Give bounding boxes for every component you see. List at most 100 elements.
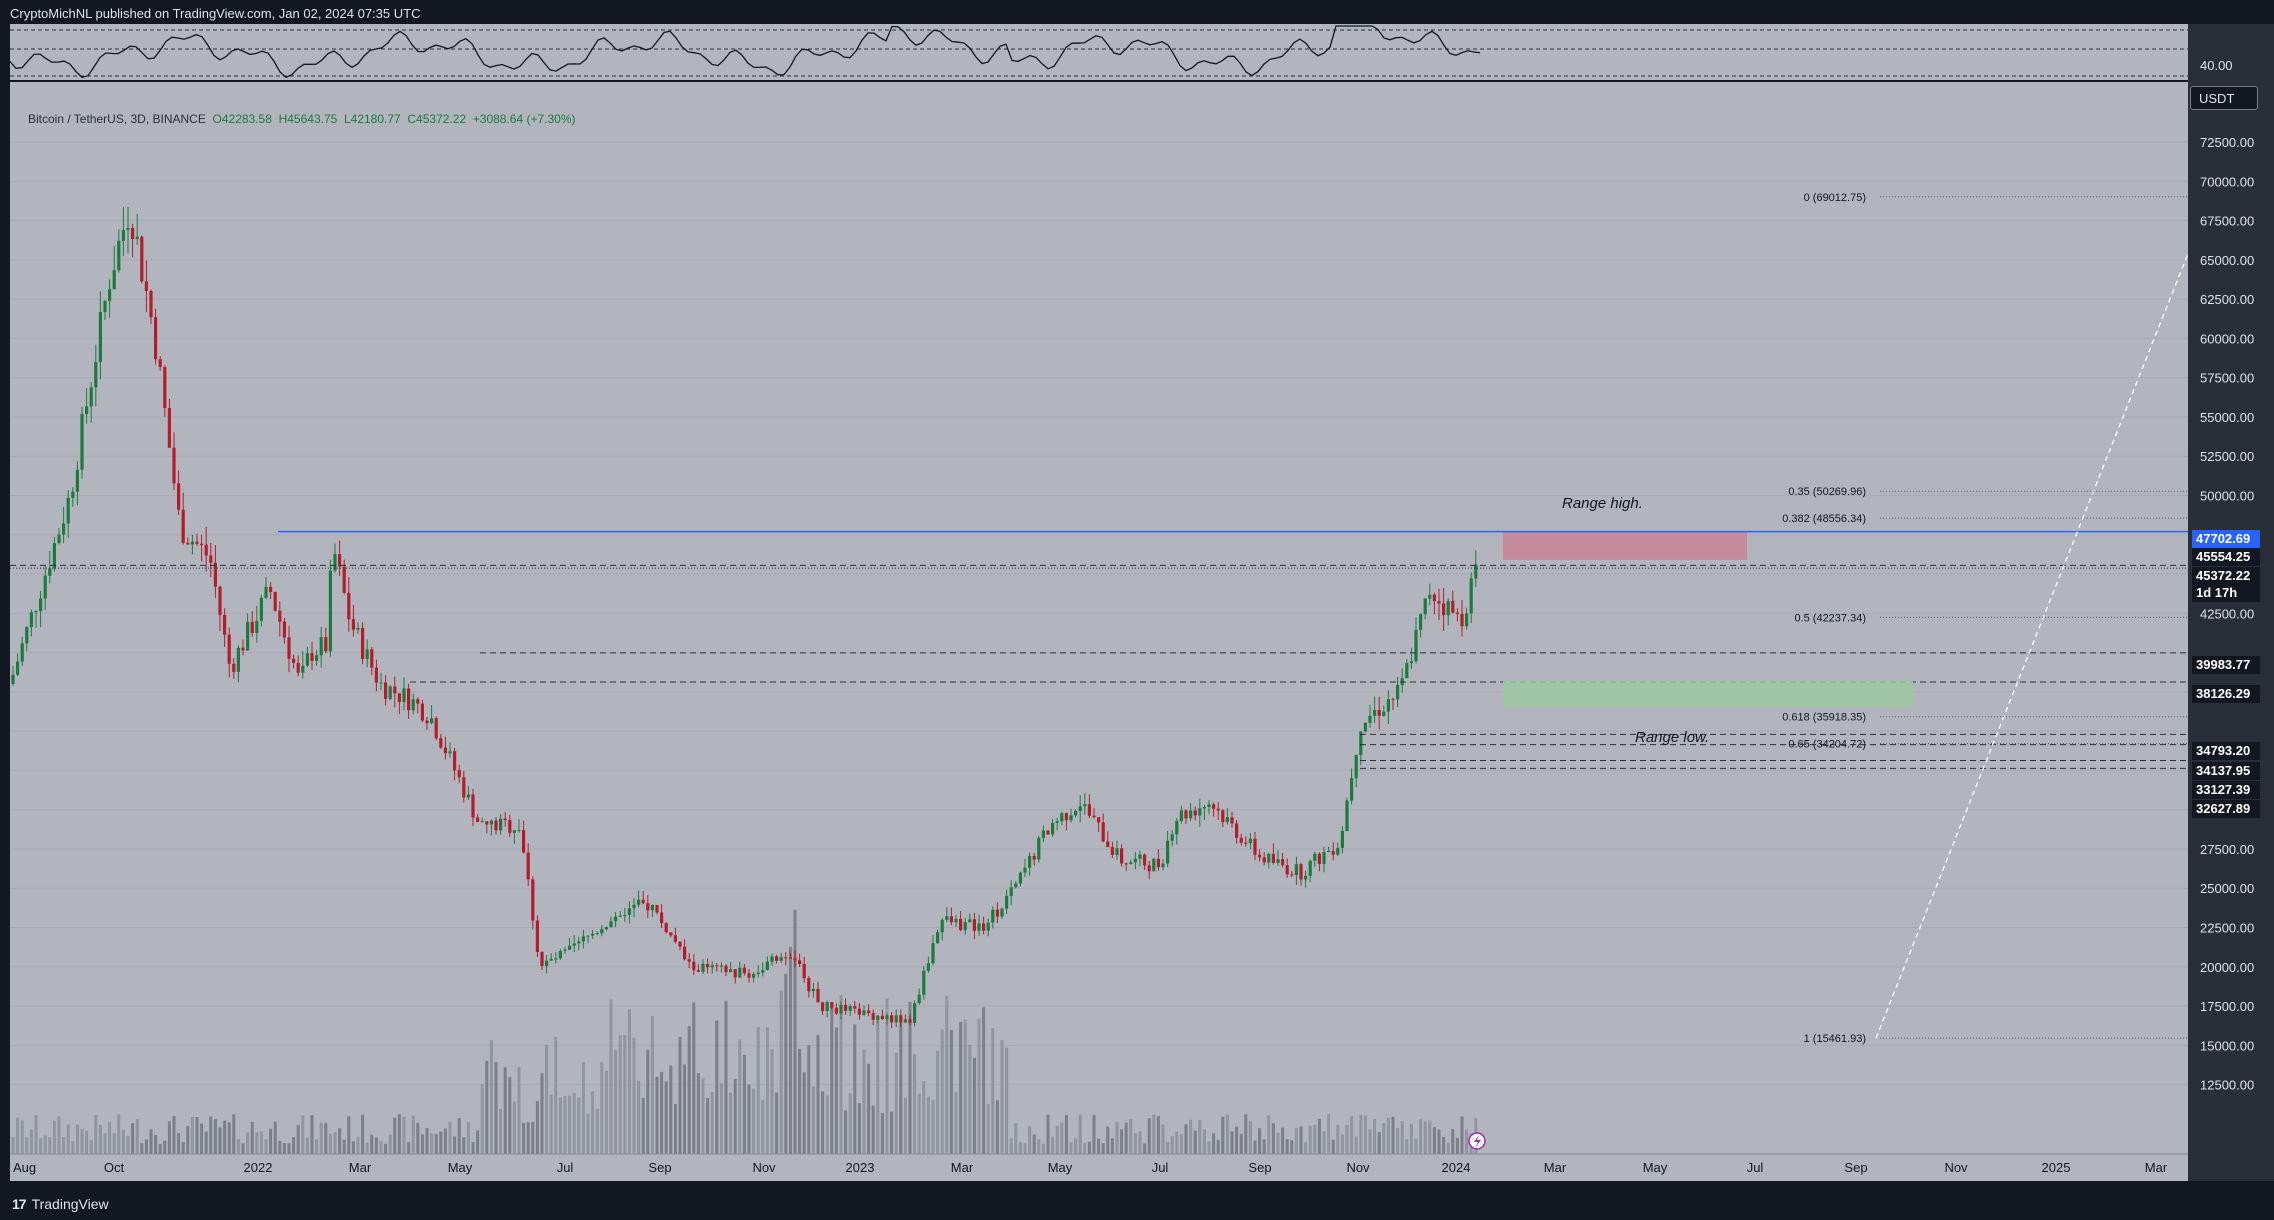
candle-body (540, 952, 544, 967)
range-low-label: Range low. (1635, 729, 1709, 746)
volume-bar (420, 1134, 424, 1154)
candle-body (1239, 837, 1243, 843)
volume-bar (669, 1065, 673, 1154)
fibonacci-retracement[interactable]: 0 (69012.75) 0.35 (50269.96) 0.382 (48556.… (1782, 192, 2188, 1045)
range-low-zone[interactable] (1503, 680, 1913, 708)
volume-bar (756, 1026, 760, 1154)
change-value: +3088.64 (+7.30%) (472, 112, 576, 126)
candle-body (1285, 865, 1289, 875)
candle-body (292, 658, 296, 663)
dashed-trendline[interactable] (1875, 253, 2188, 1039)
volume-bar (108, 1121, 112, 1154)
candle-body (370, 649, 374, 668)
volume-bar (508, 1077, 512, 1154)
candle-body (462, 777, 466, 798)
volume-bar (1023, 1143, 1027, 1154)
volume-bar (1419, 1119, 1423, 1154)
price-label: 45372.22 (2192, 567, 2260, 585)
candle-body (1331, 850, 1335, 855)
candle-body (733, 969, 737, 978)
candle-body (1230, 817, 1234, 824)
candle-body (1225, 817, 1229, 823)
tradingview-logo[interactable]: 17 TradingView (12, 1196, 109, 1212)
volume-bar (154, 1135, 158, 1154)
candle-body (968, 919, 972, 923)
volume-bar (379, 1141, 383, 1154)
candle-body (1184, 810, 1188, 819)
candle-body (1313, 853, 1317, 861)
candle-body (489, 820, 493, 825)
volume-bar (1225, 1114, 1229, 1154)
volume-bar (269, 1128, 273, 1154)
price-tick-label: 52500.00 (2200, 449, 2254, 464)
volume-bar (1354, 1136, 1358, 1154)
volume-bar (954, 1092, 958, 1154)
candle-body (1271, 853, 1275, 863)
candle-body (1028, 855, 1032, 868)
currency-selector[interactable]: USDT (2190, 86, 2258, 110)
price-chart-canvas[interactable]: 0 (69012.75) 0.35 (50269.96) 0.382 (48556.… (10, 24, 2188, 1181)
lightning-icon[interactable] (1468, 1132, 1486, 1150)
volume-bar (439, 1131, 443, 1154)
volume-bar (1285, 1139, 1289, 1154)
publisher-caption: CryptoMichNL published on TradingView.co… (10, 6, 421, 21)
volume-bar (890, 1111, 894, 1154)
candle-body (1382, 711, 1386, 716)
candle-body (549, 958, 553, 961)
volume-bar (545, 1044, 549, 1154)
volume-bar (223, 1120, 227, 1154)
range-high-zone[interactable] (1503, 531, 1747, 560)
candle-body (39, 598, 43, 612)
price-tick-label: 17500.00 (2200, 999, 2254, 1014)
volume-bar (1046, 1114, 1050, 1154)
price-axis[interactable]: 72500.00 70000.00 67500.00 65000.00 62500.00… (2188, 24, 2274, 1181)
candle-body (1345, 800, 1349, 832)
volume-bar (1000, 1040, 1004, 1154)
candle-body (16, 661, 20, 675)
volume-bar (554, 1036, 558, 1154)
volume-bar (531, 1121, 535, 1154)
volume-bar (11, 1136, 15, 1154)
candle-body (1092, 815, 1096, 818)
volume-bar (591, 1091, 595, 1154)
volume-bar (485, 1060, 489, 1154)
candle-body (991, 909, 995, 923)
volume-bar (995, 1100, 999, 1154)
candle-body (1032, 855, 1036, 860)
candle-body (1055, 821, 1059, 824)
candle-body (209, 555, 213, 563)
candle-body (75, 469, 79, 492)
candle-body (315, 655, 319, 661)
candle-body (273, 592, 277, 611)
volume-bar (1248, 1120, 1252, 1154)
volume-bar (213, 1119, 217, 1154)
volume-bar (664, 1081, 668, 1154)
volume-bar (655, 1076, 659, 1154)
volume-bar (1294, 1127, 1298, 1154)
range-high-label: Range high. (1562, 495, 1643, 512)
volume-bar (876, 1015, 880, 1154)
volume-bar (632, 1037, 636, 1154)
candle-body (25, 627, 29, 644)
candle-body (1000, 908, 1004, 917)
volume-bar (71, 1141, 75, 1154)
volume-bar (232, 1114, 236, 1154)
candle-body (844, 1004, 848, 1011)
candle-body (738, 967, 742, 978)
candle-body (71, 491, 75, 498)
candle-body (646, 903, 650, 911)
candle-body (830, 1002, 834, 1008)
volume-bar (351, 1141, 355, 1154)
candle-body (131, 227, 135, 239)
volume-bar (844, 1110, 848, 1154)
chart-area[interactable]: 0 (69012.75) 0.35 (50269.96) 0.382 (48556.… (10, 24, 2188, 1181)
volume-bar (558, 1097, 562, 1154)
candle-body (227, 634, 231, 664)
volume-bar (163, 1140, 167, 1154)
volume-bar (1391, 1116, 1395, 1154)
candle-body (1437, 601, 1441, 604)
volume-bar (1405, 1139, 1409, 1154)
candle-body (1101, 822, 1105, 842)
candle-body (172, 447, 176, 484)
horizontal-levels (10, 564, 2188, 769)
